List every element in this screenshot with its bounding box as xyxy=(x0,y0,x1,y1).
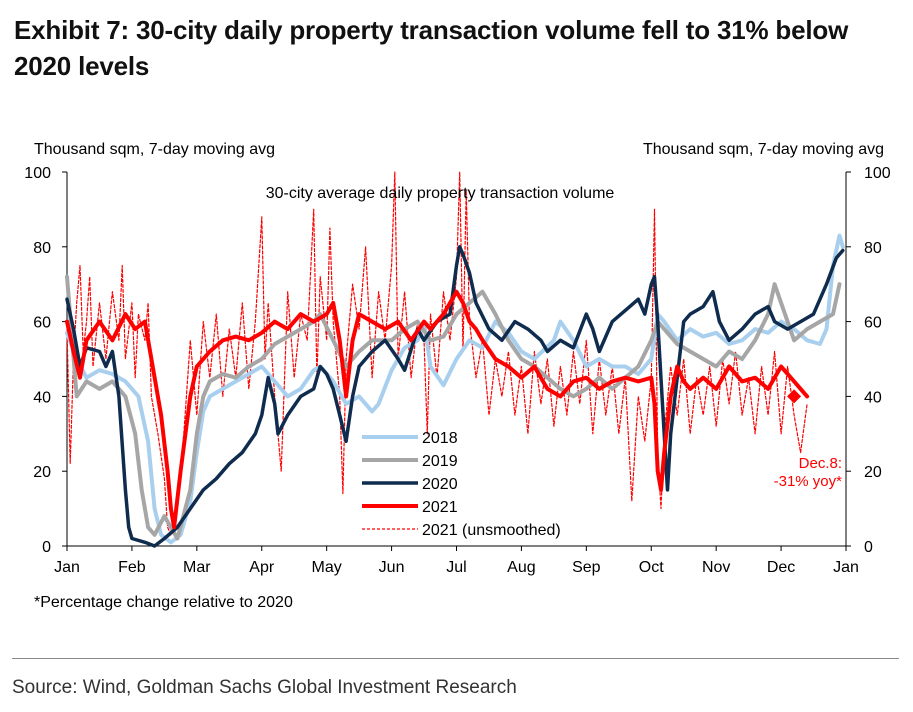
x-tick-label: Nov xyxy=(702,559,730,576)
x-tick-label: Sep xyxy=(572,559,601,576)
y-tick-label-right: 80 xyxy=(864,240,882,257)
y-tick-label-left: 60 xyxy=(33,315,51,332)
legend-label-2: 2020 xyxy=(422,476,458,493)
x-tick-label: Feb xyxy=(118,559,146,576)
legend-label-4: 2021 (unsmoothed) xyxy=(422,522,561,539)
y-tick-label-right: 20 xyxy=(864,464,882,481)
y-tick-label-left: 20 xyxy=(33,464,51,481)
x-tick-label: Jun xyxy=(379,559,405,576)
series-layer xyxy=(65,171,845,548)
divider xyxy=(12,658,899,659)
y-tick-label-left: 0 xyxy=(42,539,51,556)
y-tick-label-left: 80 xyxy=(33,240,51,257)
footnote: *Percentage change relative to 2020 xyxy=(34,594,293,611)
series-line-2019 xyxy=(65,274,842,541)
legend-label-3: 2021 xyxy=(422,499,458,516)
series-line-2021 xyxy=(65,289,810,530)
y-tick-label-right: 100 xyxy=(864,165,891,182)
legend-label-0: 2018 xyxy=(422,430,458,447)
series-line-2020 xyxy=(65,245,845,548)
chart-inner-title: 30-city average daily property transacti… xyxy=(266,185,615,202)
source-note: Source: Wind, Goldman Sachs Global Inves… xyxy=(12,677,517,698)
x-tick-label: Mar xyxy=(183,559,211,576)
y-tick-label-right: 40 xyxy=(864,389,882,406)
x-tick-label: May xyxy=(312,559,342,576)
x-tick-label: Aug xyxy=(507,559,535,576)
y-axis-label-left: Thousand sqm, 7-day moving avg xyxy=(34,141,275,158)
y-tick-label-left: 40 xyxy=(33,389,51,406)
x-tick-label: Jan xyxy=(54,559,80,576)
annotation-marker xyxy=(787,389,802,404)
x-tick-label: Oct xyxy=(639,559,664,576)
exhibit-title: Exhibit 7: 30-city daily property transa… xyxy=(14,15,849,81)
y-tick-label-right: 60 xyxy=(864,315,882,332)
y-tick-label-right: 0 xyxy=(864,539,873,556)
legend-label-1: 2019 xyxy=(422,453,458,470)
x-tick-label: Jan xyxy=(833,559,859,576)
x-tick-label: Apr xyxy=(249,559,275,576)
x-tick-label: Dec xyxy=(767,559,795,576)
y-axis-label-right: Thousand sqm, 7-day moving avg xyxy=(643,141,884,158)
annotation-line-1: Dec.8: xyxy=(799,455,842,472)
x-tick-label: Jul xyxy=(446,559,466,576)
legend: 2018 2019 2020 2021 2021 (unsmoothed) xyxy=(362,430,561,539)
annotation-line-2: -31% yoy* xyxy=(774,473,843,490)
y-tick-label-left: 100 xyxy=(24,165,51,182)
